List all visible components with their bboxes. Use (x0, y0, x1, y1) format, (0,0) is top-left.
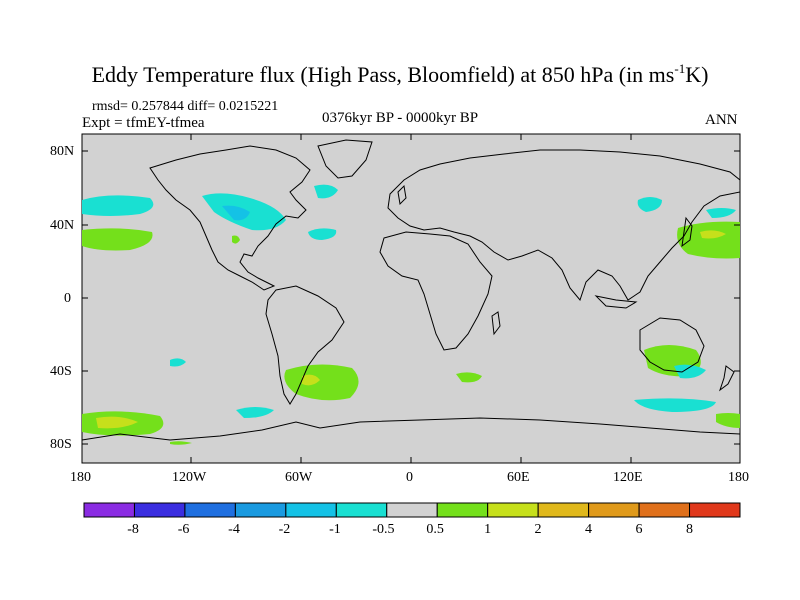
lon-label: 60W (285, 470, 313, 485)
colorbar-box (285, 502, 337, 518)
patch-npac-w-green (82, 228, 153, 251)
patch-so-cyan1 (236, 407, 274, 418)
patch-sa-green (284, 364, 359, 401)
colorbar-box (234, 502, 287, 518)
lat-label: 40S (50, 364, 72, 379)
coast-south-america (265, 285, 345, 405)
patch-atl-2 (308, 228, 337, 240)
patch-asia-cyan2 (706, 208, 736, 218)
patch-epac-cyan (170, 358, 186, 367)
colorbar-label: 6 (635, 522, 643, 537)
coast-eurasia (387, 149, 741, 302)
colorbar-box (184, 502, 236, 518)
coastlines (81, 139, 741, 441)
patch-so-cyan2 (634, 398, 716, 412)
plot-title: Eddy Temperature flux (High Pass, Bloomf… (91, 61, 709, 87)
stats-label: rmsd= 0.257844 diff= 0.0215221 (92, 99, 279, 114)
coast-indonesia (594, 295, 638, 309)
coast-africa (379, 231, 493, 351)
patch-satl-green (456, 372, 482, 383)
colorbar-box (588, 502, 640, 518)
anomaly-fill (82, 184, 740, 445)
lon-label: 180 (70, 470, 91, 485)
coast-japan (681, 216, 693, 248)
colorbar (83, 502, 741, 518)
colorbar-label: 1 (484, 522, 492, 537)
patch-sa-yellow (302, 374, 320, 386)
colorbar-box (638, 502, 691, 518)
lon-label: 0 (406, 470, 413, 485)
colorbar-box (487, 502, 539, 518)
colorbar-label: 0.5 (426, 522, 444, 537)
patch-spac-yellow (96, 416, 138, 429)
colorbar-label: -8 (127, 522, 139, 537)
lat-label: 40N (50, 218, 75, 233)
colorbar-box (386, 502, 438, 518)
colorbar-box (133, 502, 186, 518)
colorbar-label: 4 (585, 522, 592, 537)
colorbar-box (83, 502, 135, 518)
patch-na-blue (222, 205, 250, 221)
patch-atl-1 (314, 184, 338, 199)
lon-label: 120E (613, 470, 643, 485)
colorbar-box (537, 502, 590, 518)
colorbar-box (436, 502, 489, 518)
lon-label: 180 (728, 470, 749, 485)
coast-australia (639, 317, 705, 373)
period-label: 0376kyr BP - 0000kyr BP (322, 110, 479, 126)
patch-aus-cyan (674, 364, 706, 379)
coast-antarctica (81, 417, 741, 441)
experiment-label: Expt = tfmEY-tfmea (82, 115, 205, 131)
colorbar-label: -4 (228, 522, 240, 537)
lon-label: 60E (507, 470, 530, 485)
patch-npac-e-yellow (700, 230, 726, 239)
season-label: ANN (705, 112, 738, 128)
lon-label: 120W (172, 470, 207, 485)
lat-label: 0 (64, 291, 71, 306)
colorbar-label: -6 (177, 522, 190, 537)
colorbar-label: -0.5 (372, 522, 395, 537)
colorbar-box (335, 502, 388, 518)
coast-madagascar (491, 311, 501, 336)
colorbar-label: -2 (278, 522, 291, 537)
coast-new-zealand (719, 365, 735, 392)
lat-label: 80S (50, 437, 72, 452)
colorbar-label: -1 (329, 522, 341, 537)
lat-label: 80N (50, 144, 75, 159)
patch-na-green (232, 235, 240, 244)
colorbar-label: 2 (534, 522, 542, 537)
patch-so-green2 (170, 441, 192, 445)
coast-north-america (149, 145, 311, 291)
coast-uk (397, 184, 407, 206)
axis-ticks (82, 134, 740, 463)
patch-npac-w (82, 195, 154, 216)
patch-npac-e-green (677, 221, 740, 259)
patch-asia-cyan (637, 197, 662, 212)
map-background (81, 133, 741, 464)
colorbar-label: 8 (685, 522, 693, 537)
colorbar-box (689, 502, 741, 518)
patch-so-green (716, 413, 740, 428)
coast-greenland (317, 139, 373, 179)
